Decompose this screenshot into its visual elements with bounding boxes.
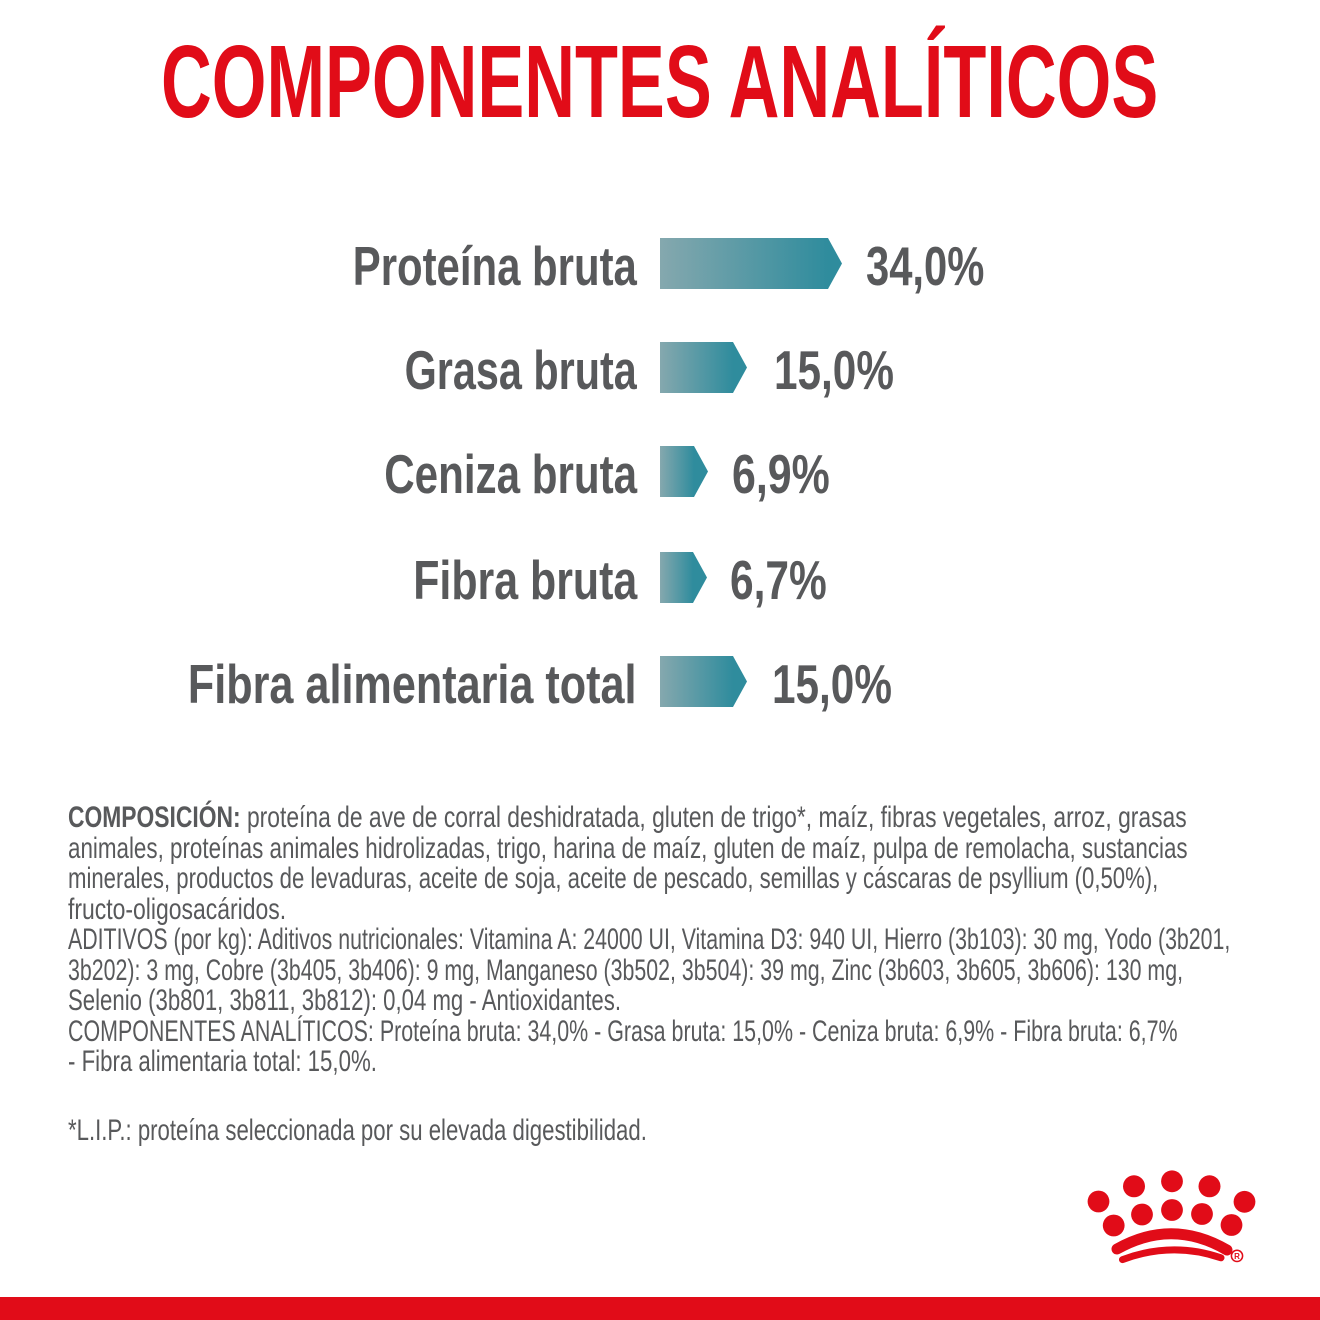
svg-text:R: R xyxy=(1234,1252,1240,1261)
